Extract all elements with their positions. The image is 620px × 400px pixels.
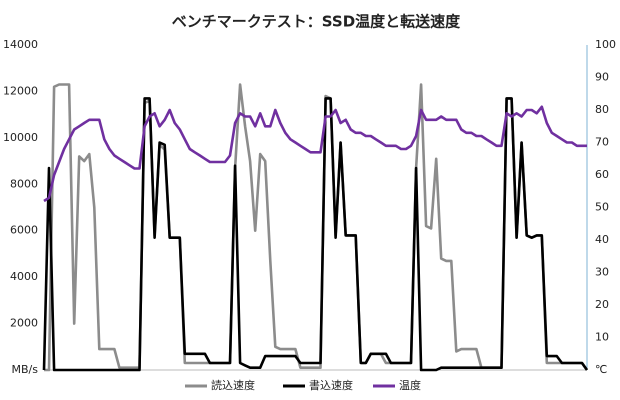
y2-tick-label: ℃ xyxy=(595,363,607,376)
series-line xyxy=(42,97,589,372)
y-tick-label: 10000 xyxy=(3,131,38,144)
legend-label: 書込速度 xyxy=(309,378,353,392)
legend-label: 温度 xyxy=(399,378,421,392)
chart-title: ベンチマークテスト：SSD温度と転送速度 xyxy=(172,13,461,31)
y2-tick-label: 10 xyxy=(595,331,609,344)
y2-tick-label: 100 xyxy=(595,38,616,51)
y2-tick-label: 90 xyxy=(595,71,609,84)
y2-tick-label: 30 xyxy=(595,266,609,279)
y2-tick-label: 50 xyxy=(595,201,609,214)
y2-tick-label: 70 xyxy=(595,136,609,149)
y-tick-label: 4000 xyxy=(10,270,38,283)
y-tick-label: 6000 xyxy=(10,224,38,237)
y2-tick-label: 20 xyxy=(595,298,609,311)
legend-label: 読込速度 xyxy=(211,378,255,392)
y-tick-label: 14000 xyxy=(3,38,38,51)
y2-tick-label: 40 xyxy=(595,233,609,246)
y-tick-label: 12000 xyxy=(3,84,38,97)
y2-tick-label: 60 xyxy=(595,168,609,181)
y-tick-label: MB/s xyxy=(12,363,39,376)
y2-tick-label: 80 xyxy=(595,103,609,116)
y-tick-label: 2000 xyxy=(10,317,38,330)
series-line xyxy=(43,105,587,203)
y-tick-label: 8000 xyxy=(10,177,38,190)
